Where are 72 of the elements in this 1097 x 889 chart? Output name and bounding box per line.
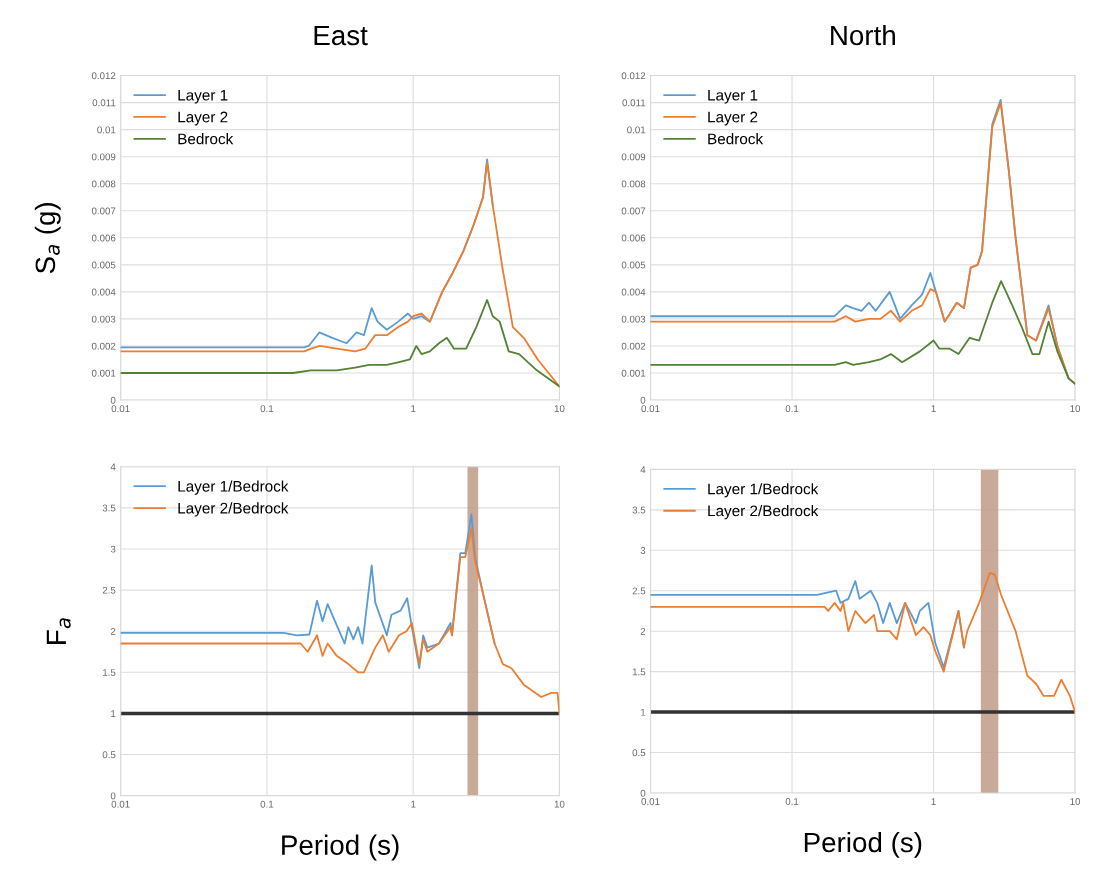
y-tick-label: 1.5 xyxy=(103,669,116,676)
legend-label: Bedrock xyxy=(178,133,234,145)
chart-title: East xyxy=(314,25,368,46)
y-tick-label: 0.009 xyxy=(621,153,646,161)
y-tick-label: 0.007 xyxy=(621,207,646,215)
legend-label: Layer 2/Bedrock xyxy=(178,502,289,517)
legend-label: Layer 2 xyxy=(178,111,228,126)
y-tick-label: 3 xyxy=(110,545,116,553)
legend-label: Bedrock xyxy=(708,133,764,145)
y-tick-label: 0 xyxy=(640,396,646,404)
y-tick-label: 0.004 xyxy=(621,288,646,296)
y-tick-label: 0.008 xyxy=(621,180,646,188)
x-tick-label: 0.1 xyxy=(260,800,274,808)
y-tick-label: 0.012 xyxy=(91,72,116,80)
y-tick-label: 0.001 xyxy=(621,369,646,377)
y-tick-label: 0.008 xyxy=(91,180,116,188)
x-tick-label: 10 xyxy=(554,800,565,808)
y-tick-label: 0.006 xyxy=(621,234,646,242)
y-tick-label: 0 xyxy=(110,792,116,800)
x-tick-label: 0.1 xyxy=(785,405,799,413)
y-tick-label: 3.5 xyxy=(102,504,116,512)
y-tick-label: 0.002 xyxy=(91,342,116,350)
legend-label: Layer 1/Bedrock xyxy=(708,483,819,498)
legend-label: Layer 1 xyxy=(178,89,228,104)
y-tick-label: 0.003 xyxy=(91,315,116,323)
y-tick-label: 0.002 xyxy=(621,342,646,350)
y-tick-label: 0.001 xyxy=(91,369,116,377)
y-tick-label: 0.01 xyxy=(627,126,646,134)
x-tick-label: 10 xyxy=(1070,405,1081,413)
y-tick-label: 2 xyxy=(640,627,646,635)
y-tick-label: 0 xyxy=(110,396,116,404)
x-tick-label: 1 xyxy=(411,800,416,808)
legend-label: Layer 2/Bedrock xyxy=(708,505,819,520)
y-tick-label: 0.01 xyxy=(97,126,116,134)
y-tick-label: 0.005 xyxy=(621,261,646,269)
y-tick-label: 2.5 xyxy=(632,587,646,595)
x-tick-label: 1 xyxy=(931,405,936,412)
y-tick-label: 0.005 xyxy=(91,261,116,269)
y-tick-label: 0.004 xyxy=(91,288,116,296)
y-tick-label: 4 xyxy=(110,463,116,471)
y-tick-label: 1 xyxy=(111,710,116,717)
y-tick-label: 1.5 xyxy=(632,668,646,676)
y-tick-label: 0.012 xyxy=(621,72,646,80)
x-tick-label: 10 xyxy=(554,405,565,413)
x-tick-label: 10 xyxy=(1070,798,1081,805)
y-tick-label: 0 xyxy=(640,789,646,797)
y-tick-label: 0.009 xyxy=(91,153,116,161)
y-tick-label: 0.011 xyxy=(92,99,116,107)
y-tick-label: 4 xyxy=(640,466,646,473)
y-tick-label: 0.003 xyxy=(621,315,646,323)
y-tick-label: 0.007 xyxy=(91,207,116,215)
legend-label: Layer 1/Bedrock xyxy=(178,480,289,495)
y-axis-title: F$_{a}$ xyxy=(46,618,71,644)
x-tick-label: 0.1 xyxy=(785,798,799,805)
x-axis-title: Period (s) xyxy=(804,831,922,858)
legend-label: Layer 2 xyxy=(708,111,758,126)
y-tick-label: 2.5 xyxy=(102,586,116,594)
y-tick-label: 0.011 xyxy=(622,99,646,107)
x-tick-label: 1 xyxy=(931,798,936,805)
legend-label: Layer 1 xyxy=(708,89,758,104)
y-tick-label: 3 xyxy=(640,547,646,554)
x-tick-label: 0.1 xyxy=(260,405,274,413)
y-tick-label: 0.006 xyxy=(91,234,116,242)
y-tick-label: 0.5 xyxy=(632,749,646,757)
y-tick-label: 1 xyxy=(640,708,646,716)
y-axis-title: S$_{a}$ (g) xyxy=(34,203,61,274)
y-tick-label: 2 xyxy=(110,627,116,635)
y-tick-label: 3.5 xyxy=(632,506,646,514)
chart-title: North xyxy=(831,24,895,46)
x-axis-title: Period (s) xyxy=(282,834,399,861)
x-tick-label: 1 xyxy=(411,405,416,412)
y-tick-label: 0.5 xyxy=(102,751,116,759)
